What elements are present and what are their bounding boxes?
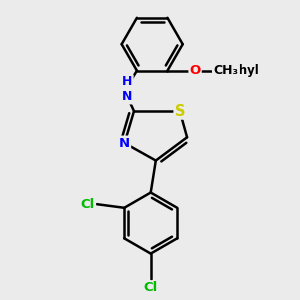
Text: S: S xyxy=(175,103,185,118)
Text: O: O xyxy=(190,64,201,77)
Text: N: N xyxy=(119,136,130,150)
Text: H
N: H N xyxy=(122,75,133,103)
Text: Cl: Cl xyxy=(144,281,158,294)
Text: methyl: methyl xyxy=(213,64,259,77)
Text: Cl: Cl xyxy=(81,198,95,211)
Text: CH₃: CH₃ xyxy=(214,64,239,77)
